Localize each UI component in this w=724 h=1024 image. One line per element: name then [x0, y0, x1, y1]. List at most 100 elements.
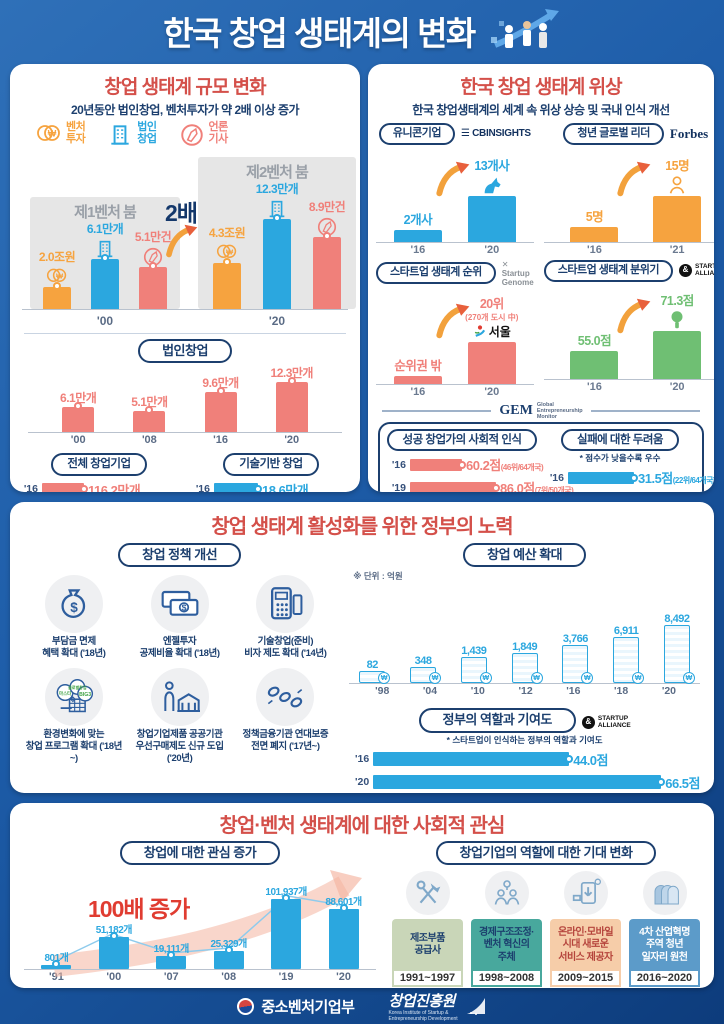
legend-item: 법인 창업 [107, 122, 157, 146]
role-text: 제조부품 공급사 [392, 919, 463, 972]
won-coin-icon: ₩ [378, 672, 391, 685]
mini-header: 스타트업 생태계 순위 ✕ Startup Genome [376, 260, 534, 287]
divider [24, 333, 346, 334]
two-bar-chart: 순위권 밖 20위 (270개 도시 中) 서울 [376, 289, 534, 385]
value-label: 66.5점 [665, 775, 700, 791]
rank-note: (22위/64개국) [672, 476, 714, 486]
svg-text:$: $ [181, 603, 186, 613]
kised-logo: 창업진흥원 Korea Institute of Startup & Entre… [388, 990, 486, 1023]
value-label: 13개사 [474, 158, 510, 173]
value-label: 5.1만개 [131, 395, 168, 410]
value-label: 8,492 [664, 613, 690, 626]
taegeuk-icon [237, 997, 255, 1015]
innovation-team-icon [484, 871, 529, 916]
chart-legend: ₩ 벤처 투자 법인 창업 언론 기사 [18, 118, 352, 148]
bar-column: 12.3만개 [271, 364, 313, 433]
bar-row: 6.1만개 5.1만개 9.6만개 12.3만개 [28, 364, 342, 434]
money-stack-bar: ₩ [511, 653, 543, 685]
mood-mini-chart: 스타트업 생태계 분위기&STARTUP ALLIANCE 55.0점 71.3점 '… [543, 259, 714, 398]
person-icon [666, 174, 688, 194]
role-text: 온라인·모바일 시대 새로운 서비스 제공자 [550, 919, 621, 972]
visa-calculator-icon [256, 575, 315, 634]
bar-column: 3,766 ₩ [554, 633, 596, 685]
bar [156, 951, 187, 970]
x-tick: '16 [586, 243, 602, 256]
value-label: 19,111개 [153, 944, 190, 956]
legend-item: ₩ 벤처 투자 [36, 121, 86, 146]
value-label: 44.0점 [573, 752, 608, 768]
bar [213, 946, 244, 970]
mobile-service-icon [563, 871, 608, 916]
gem-logo-text: GEM [499, 402, 533, 418]
coins-icon: ₩ [46, 266, 68, 286]
policy-label: 정책금융기관 연대보증 전면 폐지 ('17년~) [242, 729, 329, 752]
bar-column: 12.3만개 [255, 180, 299, 309]
angel-investment-icon: $ [150, 575, 209, 634]
policy-label: 기술창업(준비) 비자 제도 확대 ('14년) [244, 636, 327, 660]
value-label: 5명 [585, 209, 604, 224]
panel1-title: 창업 생태계 규모 변화 [104, 77, 266, 98]
gem-logo-subtext: Global Entrepreneurship Monitor [536, 401, 583, 420]
kised-subtext: Korea Institute of Startup & Entrepreneu… [388, 1009, 458, 1022]
bar [43, 282, 71, 309]
x-tick: '18 [614, 685, 629, 698]
bar-column: 71.3점 [645, 290, 709, 379]
y-tick: '16 [549, 471, 564, 484]
won-coin-icon: ₩ [530, 672, 543, 685]
legend-item: 언론 기사 [179, 122, 228, 146]
role-card: 4차 산업혁명 주역 청년 일자리 원천 2016~2020 [629, 871, 700, 988]
bar-marker [339, 904, 348, 913]
bar-column: 9.6만개 [200, 374, 242, 433]
value-label: 6,911 [613, 625, 639, 638]
bar-column: 101,937개 [261, 883, 311, 970]
value-label: 12.3만개 [255, 182, 299, 196]
media-interest-section: 창업에 대한 관심 증가 801개 51,182개 19,111개 25,329개 10… [24, 841, 376, 988]
bar [410, 481, 500, 492]
role-card: 온라인·모바일 시대 새로운 서비스 제공자 2009~2015 [550, 871, 621, 988]
bar [271, 894, 302, 970]
bar [393, 375, 442, 384]
bar [653, 195, 702, 242]
won-coin-icon: ₩ [682, 672, 695, 685]
gem-divider: GEM Global Entrepreneurship Monitor [382, 401, 701, 420]
legend-label: 벤처 투자 [66, 121, 86, 145]
venture-boom-chart: 제1벤처 붐 2.0조원 ₩6.1만개 5.1만건 '00 제2벤처 붐 4.3조원 ₩12.… [18, 150, 356, 328]
bar-column: 6,911 ₩ [605, 625, 647, 685]
pin-icon [666, 309, 688, 329]
bar-column: 19,111개 [146, 940, 196, 970]
bar-group: 2.0조원 ₩6.1만개 5.1만건 [30, 220, 180, 309]
bar-column: 5.1만개 [128, 393, 170, 433]
won-coin-icon: ₩ [429, 672, 442, 685]
bar-marker [224, 946, 233, 955]
refund-exemption-icon: $ [44, 575, 103, 634]
coins-icon: ₩ [216, 242, 238, 262]
startup_genome-logo: ✕ Startup Genome [501, 259, 534, 287]
value-label: 9.6만개 [202, 376, 239, 391]
x-tick: '04 [422, 685, 438, 698]
bar [139, 262, 167, 309]
panel2-title: 한국 창업 생태계 위상 [460, 77, 622, 98]
ministry-logo: 중소벤처기업부 [237, 996, 355, 1017]
footer: 중소벤처기업부 창업진흥원 Korea Institute of Startup… [0, 988, 724, 1024]
budget-section: 창업 예산 확대 ※ 단위 : 억원 82 ₩348 ₩1,439 ₩1,849 ₩3,… [349, 543, 700, 793]
svg-text:₩: ₩ [56, 271, 64, 280]
bar-column: 25,329개 [204, 935, 254, 970]
y-tick: '20 [355, 776, 370, 788]
x-tick: '08 [141, 434, 157, 447]
unicorn-mini-chart: 유니콘기업 ☰ CBINSIGHTS 2개사 13개사 '16 '20 [376, 123, 534, 256]
roles-pill: 창업기업의 역할에 대한 기대 변화 [435, 841, 657, 866]
y-tick: '16 [391, 458, 406, 471]
value-label: 20위 [479, 296, 504, 311]
money-stack-bar: ₩ [410, 667, 442, 685]
header: 한국 창업 생태계의 변화 [0, 0, 724, 62]
bar-marker [630, 473, 638, 482]
bar-column: 6.1만개 [84, 220, 126, 309]
bar-column: 20위 (270개 도시 中) 서울 [460, 293, 524, 384]
x-tick: '20 [284, 434, 300, 447]
value-label: 6.1만개 [86, 222, 124, 236]
panel-social-interest: 창업·벤처 생태계에 대한 사회적 관심 창업에 대한 관심 증가 801개 51… [10, 803, 714, 988]
bar-column: 2개사 [386, 209, 450, 242]
growth-arrow-icon [434, 161, 470, 196]
policy-section: 창업 정책 개선 $ 부담금 면제 혜택 확대 ('18년) $ 엔젤투자 공제비율 … [24, 543, 335, 793]
